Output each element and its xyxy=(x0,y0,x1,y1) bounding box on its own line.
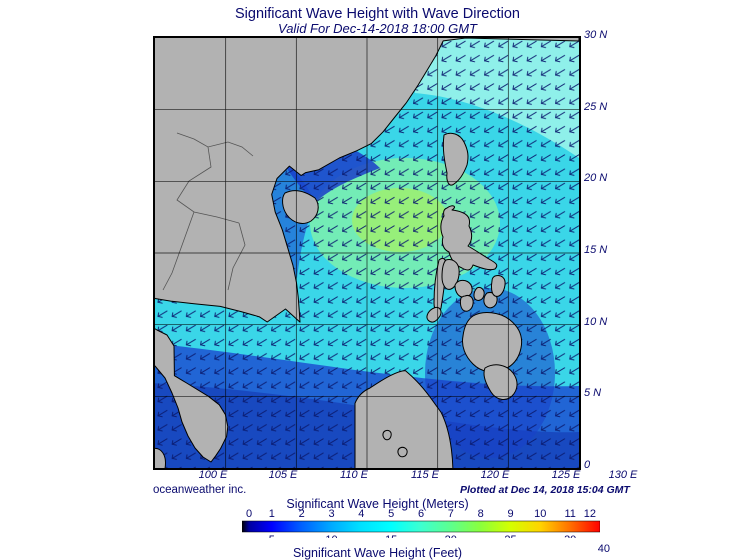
svg-text:3: 3 xyxy=(328,508,334,520)
svg-text:7: 7 xyxy=(448,508,454,520)
svg-text:0: 0 xyxy=(246,508,252,520)
svg-text:10: 10 xyxy=(325,534,337,538)
svg-text:2: 2 xyxy=(299,508,305,520)
svg-text:5: 5 xyxy=(269,534,275,538)
svg-text:25: 25 xyxy=(504,534,516,538)
svg-text:20: 20 xyxy=(445,534,457,538)
svg-text:6: 6 xyxy=(418,508,424,520)
svg-text:9: 9 xyxy=(507,508,513,520)
svg-text:5: 5 xyxy=(388,508,394,520)
svg-text:8: 8 xyxy=(478,508,484,520)
svg-text:4: 4 xyxy=(358,508,364,520)
svg-text:15: 15 xyxy=(385,534,397,538)
svg-text:1: 1 xyxy=(269,508,275,520)
svg-text:12: 12 xyxy=(584,508,596,520)
svg-text:10: 10 xyxy=(534,508,546,520)
svg-text:11: 11 xyxy=(564,508,575,520)
svg-text:30: 30 xyxy=(564,534,576,538)
